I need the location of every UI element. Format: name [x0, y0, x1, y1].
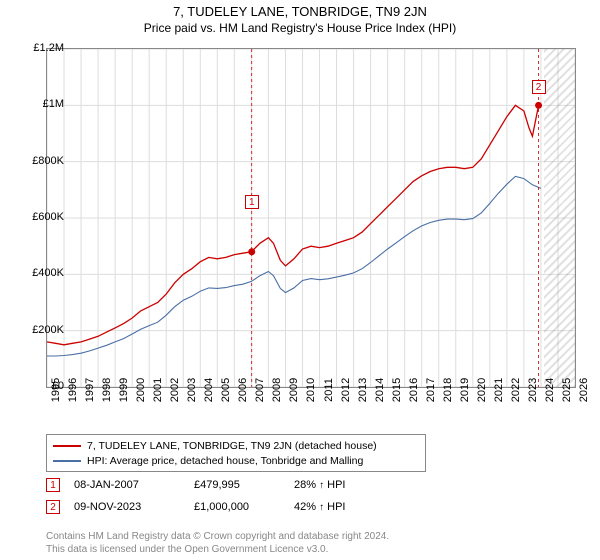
x-tick-label: 2015 [391, 378, 403, 402]
chart: 12 [46, 48, 576, 388]
sale-row-marker: 1 [46, 478, 60, 492]
x-tick-label: 2000 [135, 378, 147, 402]
sale-price: £1,000,000 [194, 501, 294, 513]
sale-price: £479,995 [194, 479, 294, 491]
y-tick-label: £600K [32, 211, 64, 223]
legend-label: HPI: Average price, detached house, Tonb… [87, 455, 363, 467]
footer-line-1: Contains HM Land Registry data © Crown c… [46, 531, 389, 544]
page-subtitle: Price paid vs. HM Land Registry's House … [0, 21, 600, 35]
footer-line-2: This data is licensed under the Open Gov… [46, 544, 389, 557]
x-tick-label: 2021 [493, 378, 505, 402]
x-tick-label: 2006 [237, 378, 249, 402]
x-tick-label: 2003 [186, 378, 198, 402]
x-tick-label: 2016 [408, 378, 420, 402]
x-tick-label: 2011 [323, 378, 335, 402]
sale-row-marker: 2 [46, 500, 60, 514]
y-tick-label: £1.2M [33, 42, 64, 54]
legend-row: HPI: Average price, detached house, Tonb… [53, 453, 419, 468]
footer: Contains HM Land Registry data © Crown c… [46, 531, 389, 556]
legend-swatch [53, 445, 81, 447]
chart-svg [47, 49, 575, 387]
legend: 7, TUDELEY LANE, TONBRIDGE, TN9 2JN (det… [46, 434, 426, 472]
x-tick-label: 2017 [425, 378, 437, 402]
y-tick-label: £1M [43, 98, 64, 110]
x-tick-label: 1997 [84, 378, 96, 402]
x-tick-label: 2020 [476, 378, 488, 402]
sale-row-2: 2 09-NOV-2023£1,000,00042% ↑ HPI [46, 500, 384, 514]
sale-marker-1: 1 [245, 195, 259, 209]
future-hatch [544, 49, 575, 387]
x-tick-label: 2009 [288, 378, 300, 402]
x-tick-label: 2019 [459, 378, 471, 402]
legend-row: 7, TUDELEY LANE, TONBRIDGE, TN9 2JN (det… [53, 438, 419, 453]
page-title: 7, TUDELEY LANE, TONBRIDGE, TN9 2JN [0, 4, 600, 19]
x-tick-label: 2001 [152, 378, 164, 402]
x-tick-label: 2018 [442, 378, 454, 402]
legend-swatch [53, 460, 81, 462]
x-tick-label: 1999 [118, 378, 130, 402]
sale-date: 08-JAN-2007 [74, 479, 194, 491]
x-tick-label: 2022 [510, 378, 522, 402]
sale-row-1: 1 08-JAN-2007£479,99528% ↑ HPI [46, 478, 384, 492]
y-tick-label: £800K [32, 155, 64, 167]
y-tick-label: £400K [32, 267, 64, 279]
x-tick-label: 2004 [203, 378, 215, 402]
x-tick-label: 2007 [254, 378, 266, 402]
x-tick-label: 2024 [544, 378, 556, 402]
x-tick-label: 1996 [67, 378, 79, 402]
x-tick-label: 2023 [527, 378, 539, 402]
sale-date: 09-NOV-2023 [74, 501, 194, 513]
sale-marker-2: 2 [532, 80, 546, 94]
y-tick-label: £200K [32, 324, 64, 336]
x-tick-label: 1995 [50, 378, 62, 402]
x-tick-label: 2002 [169, 378, 181, 402]
x-tick-label: 2026 [578, 378, 590, 402]
x-tick-label: 2025 [561, 378, 573, 402]
x-tick-label: 2008 [271, 378, 283, 402]
sale-pct: 42% ↑ HPI [294, 501, 384, 513]
x-tick-label: 1998 [101, 378, 113, 402]
x-tick-label: 2012 [340, 378, 352, 402]
sale-pct: 28% ↑ HPI [294, 479, 384, 491]
legend-label: 7, TUDELEY LANE, TONBRIDGE, TN9 2JN (det… [87, 440, 377, 452]
x-tick-label: 2005 [220, 378, 232, 402]
x-tick-label: 2014 [374, 378, 386, 402]
series-price_paid [47, 105, 539, 344]
series-hpi [47, 176, 541, 356]
x-tick-label: 2013 [357, 378, 369, 402]
x-tick-label: 2010 [305, 378, 317, 402]
